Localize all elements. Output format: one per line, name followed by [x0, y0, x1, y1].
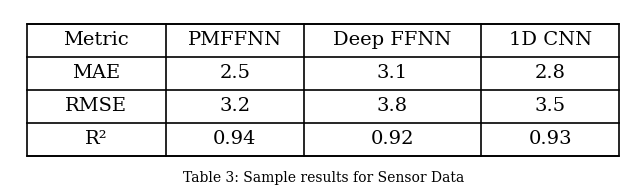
Text: 3.5: 3.5: [534, 97, 566, 115]
Text: Deep FFNN: Deep FFNN: [333, 32, 452, 49]
Text: 0.92: 0.92: [371, 130, 414, 148]
Text: 2.5: 2.5: [220, 64, 250, 82]
Text: R²: R²: [85, 130, 108, 148]
Text: 0.94: 0.94: [213, 130, 257, 148]
Text: 3.1: 3.1: [377, 64, 408, 82]
Text: PMFFNN: PMFFNN: [188, 32, 282, 49]
Text: RMSE: RMSE: [65, 97, 127, 115]
Text: 1D CNN: 1D CNN: [509, 32, 592, 49]
Text: Metric: Metric: [63, 32, 129, 49]
Bar: [27, 24, 620, 156]
Text: 2.8: 2.8: [534, 64, 566, 82]
Text: 3.8: 3.8: [377, 97, 408, 115]
Text: 3.2: 3.2: [220, 97, 250, 115]
Text: Table 3: Sample results for Sensor Data: Table 3: Sample results for Sensor Data: [182, 171, 464, 185]
Text: MAE: MAE: [72, 64, 120, 82]
Text: 0.93: 0.93: [529, 130, 572, 148]
